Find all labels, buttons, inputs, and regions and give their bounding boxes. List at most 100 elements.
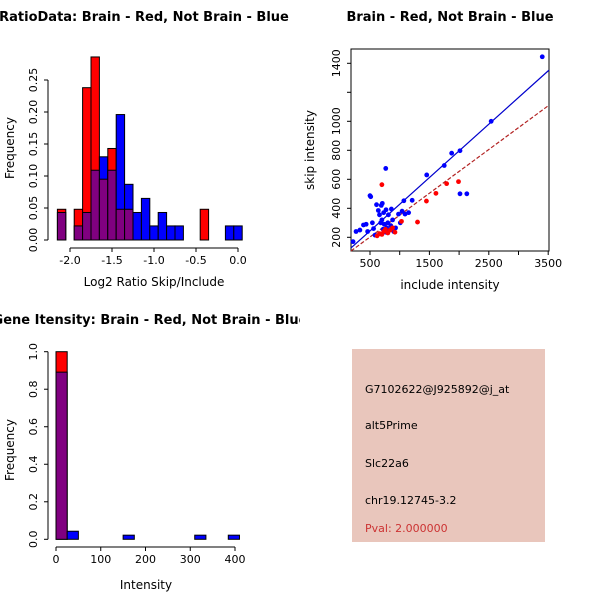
gene-symbol-text: Slc22a6 [365,457,409,470]
intensity-scatter-chart: Brain - Red, Not Brain - Blue include int… [303,10,562,292]
scatter-point [444,181,450,187]
histogram-bar [132,211,142,241]
pval-text: Pval: 2.000000 [365,522,448,535]
scatter-point [399,208,405,214]
histogram-bar [66,530,79,540]
gene-info-box: G7102622@J925892@j_at alt5Prime Slc22a6 … [352,349,545,542]
chart-title: Brain - Red, Not Brain - Blue [346,10,553,25]
histogram-bar [224,225,235,241]
histogram-overlap-bar [115,208,126,241]
scatter-point [388,206,394,212]
histogram-overlap-bar [56,211,67,241]
histogram-bar [157,211,168,241]
x-tick-label: 100 [90,553,111,566]
x-tick-label: 300 [180,553,201,566]
scatter-point [457,191,463,197]
fit-line-brain-fit [350,104,550,252]
scatter-point [424,172,430,178]
scatter-point [378,203,384,208]
y-axis-label: skip intensity [303,110,317,190]
histogram-bar [140,197,151,241]
scatter-point [386,212,391,218]
y-tick-label: 800 [330,140,343,161]
scatter-point [379,182,385,188]
x-tick-label: 2500 [475,257,503,270]
scatter-point [383,207,389,213]
histogram-bar [122,534,135,540]
x-tick-label: -2.0 [59,254,80,267]
scatter-point [371,226,376,232]
ratio-histogram-chart: RatioData: Brain - Red, Not Brain - Blue… [0,10,289,289]
histogram-bar [166,225,176,241]
y-tick-label: 0.4 [27,456,40,474]
y-tick-label: 0.05 [27,196,40,221]
histogram-overlap-bar [55,371,68,540]
scatter-point [456,179,461,185]
fit-line-not-brain-fit [350,69,550,249]
histogram-bar [194,534,207,540]
scatter-point [353,229,359,234]
x-tick-label: 500 [360,257,381,270]
splice-type-text: alt5Prime [365,419,418,432]
scatter-point [369,220,375,226]
scatter-point [415,219,420,225]
x-tick-label: -0.5 [185,254,206,267]
panel-ratio-histogram: RatioData: Brain - Red, Not Brain - Blue… [0,0,300,300]
y-tick-label: 0.15 [27,132,40,157]
histogram-overlap-bar [124,208,134,241]
scatter-point [449,150,455,156]
scatter-point [406,210,412,216]
y-tick-label: 0.00 [27,228,40,253]
scatter-point [379,217,385,223]
scatter-point [424,198,429,204]
x-axis-label: Log2 Ratio Skip/Include [84,275,225,289]
y-tick-label: 1000 [330,107,343,135]
scatter-point [377,212,382,218]
y-tick-label: 0.10 [27,164,40,189]
y-axis-label: Frequency [3,117,17,179]
y-axis-label: Frequency [3,419,17,481]
histogram-overlap-bar [107,169,117,241]
y-tick-label: 0.20 [27,100,40,125]
scatter-point [350,239,356,245]
scatter-point [357,227,363,233]
histogram-bar [174,225,184,241]
y-tick-label: 0.6 [27,418,40,436]
scatter-point [383,226,388,232]
histogram-overlap-bar [98,178,109,241]
scatter-point [396,211,401,217]
x-tick-label: -1.0 [143,254,164,267]
scatter-point [374,202,379,208]
histogram-overlap-bar [73,225,84,241]
chart-title: Gene Itensity: Brain - Red, Not Brain - … [0,313,300,328]
chart-title: RatioData: Brain - Red, Not Brain - Blue [0,10,289,25]
x-tick-label: 1500 [415,257,443,270]
histogram-bar [149,225,159,241]
scatter-point [390,225,395,231]
y-tick-label: 1400 [330,49,343,77]
x-tick-label: 200 [135,553,156,566]
histogram-bar [233,225,243,241]
scatter-point [375,208,381,213]
histogram-overlap-bar [82,211,92,241]
panel-gene-histogram: Gene Itensity: Brain - Red, Not Brain - … [0,300,300,600]
scatter-point [457,148,463,154]
x-axis-label: Intensity [120,578,172,592]
x-tick-label: 3500 [534,257,562,270]
scatter-point [385,220,391,226]
y-tick-label: 400 [330,198,343,219]
probe-id-text: G7102622@J925892@j_at [365,383,510,396]
panel-info-box: G7102622@J925892@j_at alt5Prime Slc22a6 … [300,300,600,600]
scatter-point [368,194,374,200]
scatter-point [401,198,407,204]
histogram-bar [199,208,210,241]
y-tick-label: 0.2 [27,493,40,511]
x-tick-label: 0 [53,553,60,566]
scatter-point [383,166,389,171]
x-tick-label: 0.0 [229,254,247,267]
scatter-point [464,191,470,197]
y-tick-label: 0.8 [27,380,40,398]
y-tick-label: 0.0 [27,531,40,549]
y-tick-label: 600 [330,169,343,190]
